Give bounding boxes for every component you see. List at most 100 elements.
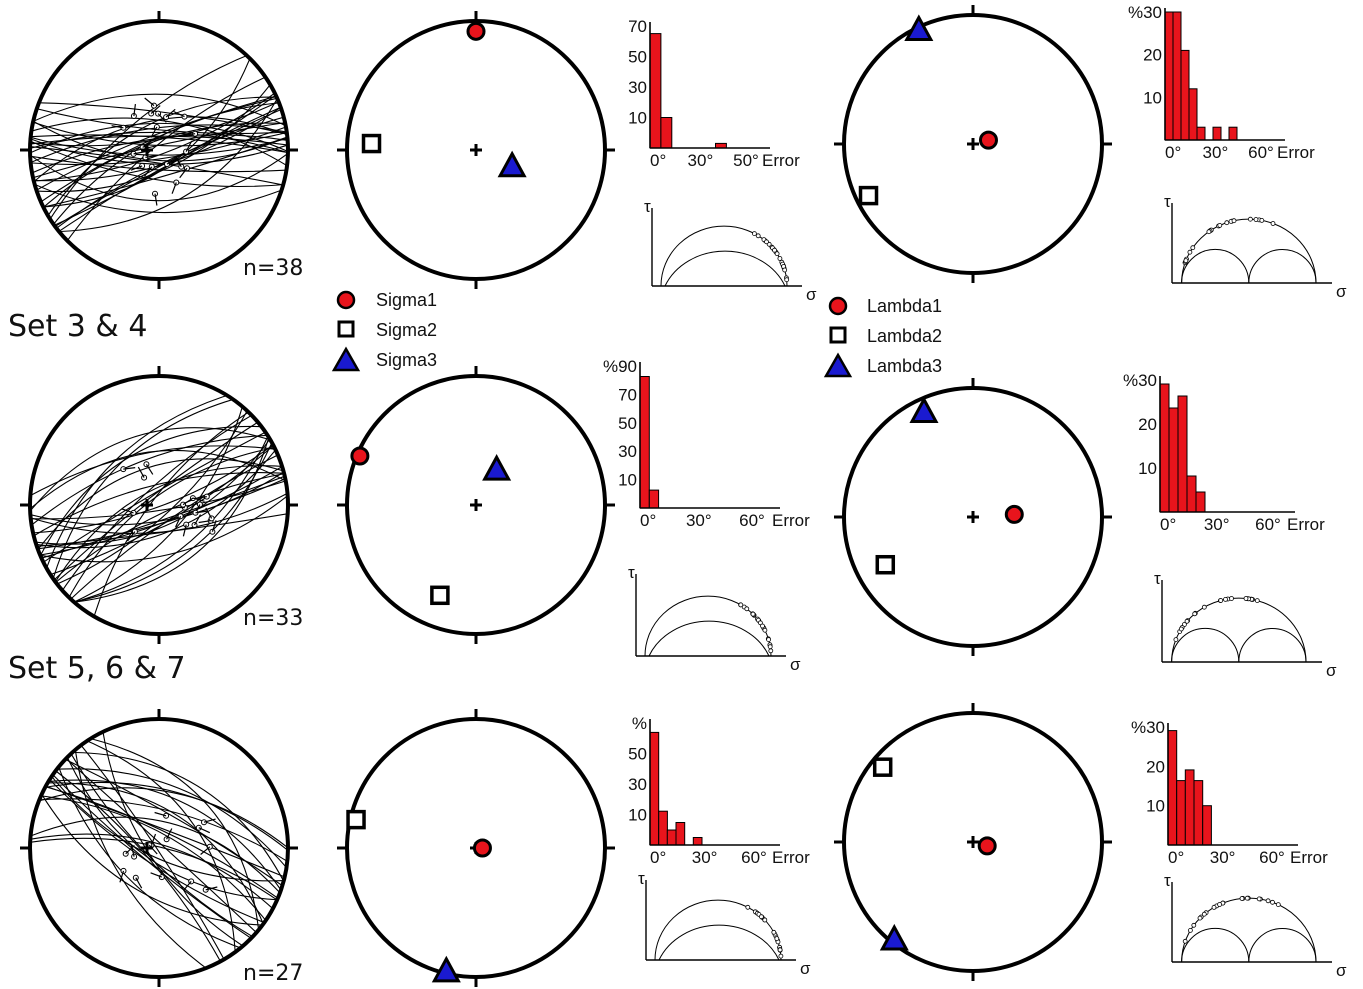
stress-mohr-diagram-row1-datapoint	[784, 277, 790, 283]
fault-plane-net-row1-slip-arrow	[150, 105, 161, 114]
strain-error-histogram-row1-ytick-label: 10	[1143, 88, 1162, 107]
n-count-row1: n=38	[243, 256, 303, 281]
strain-mohr-diagram-row3-datapoint	[1211, 905, 1217, 910]
fault-plane-net-row1-plane	[30, 88, 282, 183]
fault-plane-net-row2-plane	[43, 440, 279, 578]
fault-plane-net-row2-plane	[65, 427, 273, 605]
strain-mohr-diagram-row2-tau-label: τ	[1154, 569, 1161, 588]
fault-plane-net-row1-plane	[30, 116, 288, 162]
fault-plane-net-row2-slip-arrow	[193, 514, 202, 526]
stress-mohr-diagram-row1-datapoint	[777, 256, 783, 261]
sigma3-triangle-icon	[431, 955, 461, 983]
strain-mohr-diagram-row2-mohr-circle	[1171, 597, 1307, 663]
stress-error-histogram-row3: % 50 30 10 0° 30° 60° Error	[628, 714, 810, 867]
strain-mohr-diagram-row1-datapoint	[1217, 222, 1223, 228]
stress-error-histogram-row1-bar	[649, 33, 662, 149]
strain-mohr-diagram-row1-datapoint	[1253, 217, 1259, 222]
legend-lambda1-circle-icon	[828, 296, 848, 316]
legend-lambda2-square-icon	[829, 326, 847, 344]
fault-plane-net-row1-plane	[30, 117, 288, 170]
stress-mohr-diagram-row1-datapoint	[772, 247, 777, 253]
fault-plane-net-row1-plane	[30, 145, 288, 188]
strain-error-histogram-row2-bar	[1168, 407, 1179, 513]
fault-plane-net-row2-plane	[30, 434, 278, 532]
strain-mohr-diagram-row2-datapoint	[1229, 596, 1234, 601]
fault-plane-net-row1-plane	[34, 133, 288, 210]
strain-error-histogram-row1-bar	[1228, 126, 1238, 141]
strain-error-histogram-row2-bar	[1159, 383, 1170, 513]
lambda2-square-icon	[872, 757, 893, 777]
strain-error-histogram-row2-xtick-label: 30°	[1204, 515, 1230, 534]
stress-error-histogram-row3-bar	[666, 829, 677, 846]
stress-net-row2	[337, 366, 615, 644]
strain-error-histogram-row1-xtick-label: 60°	[1248, 143, 1274, 162]
fault-plane-net-row2-slip-arrow	[182, 497, 194, 506]
fault-plane-net-row3-plane	[55, 759, 249, 952]
stress-mohr-diagram-row3-datapoint	[759, 914, 764, 920]
strain-error-histogram-row1-bar	[1164, 11, 1174, 141]
stress-error-histogram-row2-error-label: Error	[772, 511, 810, 530]
strain-error-histogram-row2-xtick-label: 60°	[1255, 515, 1281, 534]
fault-plane-net-row2-plane	[30, 431, 276, 545]
strain-error-histogram-row1-bar	[1188, 88, 1198, 141]
strain-net-row2	[834, 378, 1112, 656]
stress-error-histogram-row3-bar	[658, 810, 668, 846]
fault-plane-net-row1-plane	[62, 73, 273, 247]
fault-plane-net-row1-plane	[30, 135, 288, 165]
stress-error-histogram-row1-ytick-label: 30	[628, 78, 647, 97]
fault-plane-net-row2-slip-arrow	[211, 520, 217, 532]
fault-plane-net-row1-plane	[30, 178, 288, 214]
fault-plane-net-row2	[20, 366, 298, 644]
strain-error-histogram-row2-bar	[1186, 475, 1197, 513]
fault-plane-net-row3-plane	[38, 784, 284, 903]
fault-plane-net-row3-plane	[40, 779, 287, 898]
strain-error-histogram-row1-bar	[1172, 11, 1182, 141]
strain-mohr-diagram-row1-datapoint	[1270, 221, 1276, 226]
strain-mohr-diagram-row1-mohr-circle-small	[1248, 248, 1317, 284]
stress-mohr-diagram-row2-datapoint	[758, 620, 763, 626]
fault-plane-net-row3-plane	[44, 774, 271, 926]
fault-plane-net-row1-plane	[30, 93, 288, 131]
fault-plane-net-row1-plane	[30, 77, 276, 193]
stress-mohr-diagram-row3-tau-label: τ	[638, 869, 645, 888]
fault-plane-net-row3-plane	[79, 737, 237, 960]
strain-mohr-diagram-row1-mohr-circle	[1181, 218, 1317, 284]
legend-sigma1-label: Sigma1	[376, 290, 437, 310]
stress-error-histogram-row3-xtick-label: 60°	[741, 848, 767, 867]
stress-error-histogram-row2-bar	[639, 376, 650, 509]
strain-mohr-diagram-row1-datapoint	[1190, 245, 1196, 251]
stress-error-histogram-row1-bar	[660, 117, 673, 149]
lambda1-circle-icon	[1004, 504, 1024, 524]
fault-plane-net-row2-plane	[30, 439, 280, 534]
fault-plane-net-row1-plane	[30, 124, 288, 166]
fault-plane-net-row2-plane	[64, 428, 272, 604]
fault-plane-net-row2-slip-arrow	[195, 510, 208, 514]
fault-plane-net-row1-slip-arrow	[165, 108, 176, 118]
fault-plane-net-row3-plane	[62, 747, 288, 901]
fault-plane-net-row3-plane	[60, 753, 262, 938]
stress-mohr-diagram-row2-datapoint	[768, 648, 774, 654]
fault-plane-net-row1-slip-arrow	[144, 166, 153, 177]
fault-plane-net-row2-outline	[28, 374, 290, 636]
fault-plane-net-row1-slip-arrow	[130, 165, 143, 171]
stress-error-histogram-row3-ytick-label: 10	[628, 806, 647, 825]
stress-mohr-diagram-row1-mohr-circle-inner	[664, 250, 786, 287]
stress-mohr-diagram-row2-tau-label: τ	[628, 563, 635, 582]
strain-mohr-diagram-row2-datapoint	[1243, 596, 1249, 601]
legend-sigma3-triangle-icon	[331, 346, 361, 372]
fault-plane-net-row3-plane	[47, 764, 226, 971]
strain-mohr-diagram-row1-datapoint	[1206, 229, 1212, 235]
fault-plane-net-row3	[20, 709, 298, 987]
stress-error-histogram-row2-ytick-label: 10	[618, 471, 637, 490]
stress-error-histogram-row1-ytick-label: 50	[628, 48, 647, 67]
fault-plane-net-row2-slip-arrow	[175, 515, 182, 528]
fault-plane-net-row1-plane	[35, 94, 283, 207]
fault-plane-net-row2-plane	[49, 465, 288, 591]
strain-mohr-diagram-row1-datapoint	[1248, 216, 1253, 222]
fault-plane-net-row2-plane	[30, 445, 287, 502]
stress-mohr-diagram-row3-mohr-circle-inner	[658, 924, 780, 961]
stress-error-histogram-row1-ytick-label: 70	[628, 17, 647, 36]
fault-plane-net-row2-plane	[48, 418, 264, 585]
fault-plane-net-row1-slip-arrow	[133, 151, 146, 155]
strain-error-histogram-row3-error-label: Error	[1290, 848, 1328, 867]
